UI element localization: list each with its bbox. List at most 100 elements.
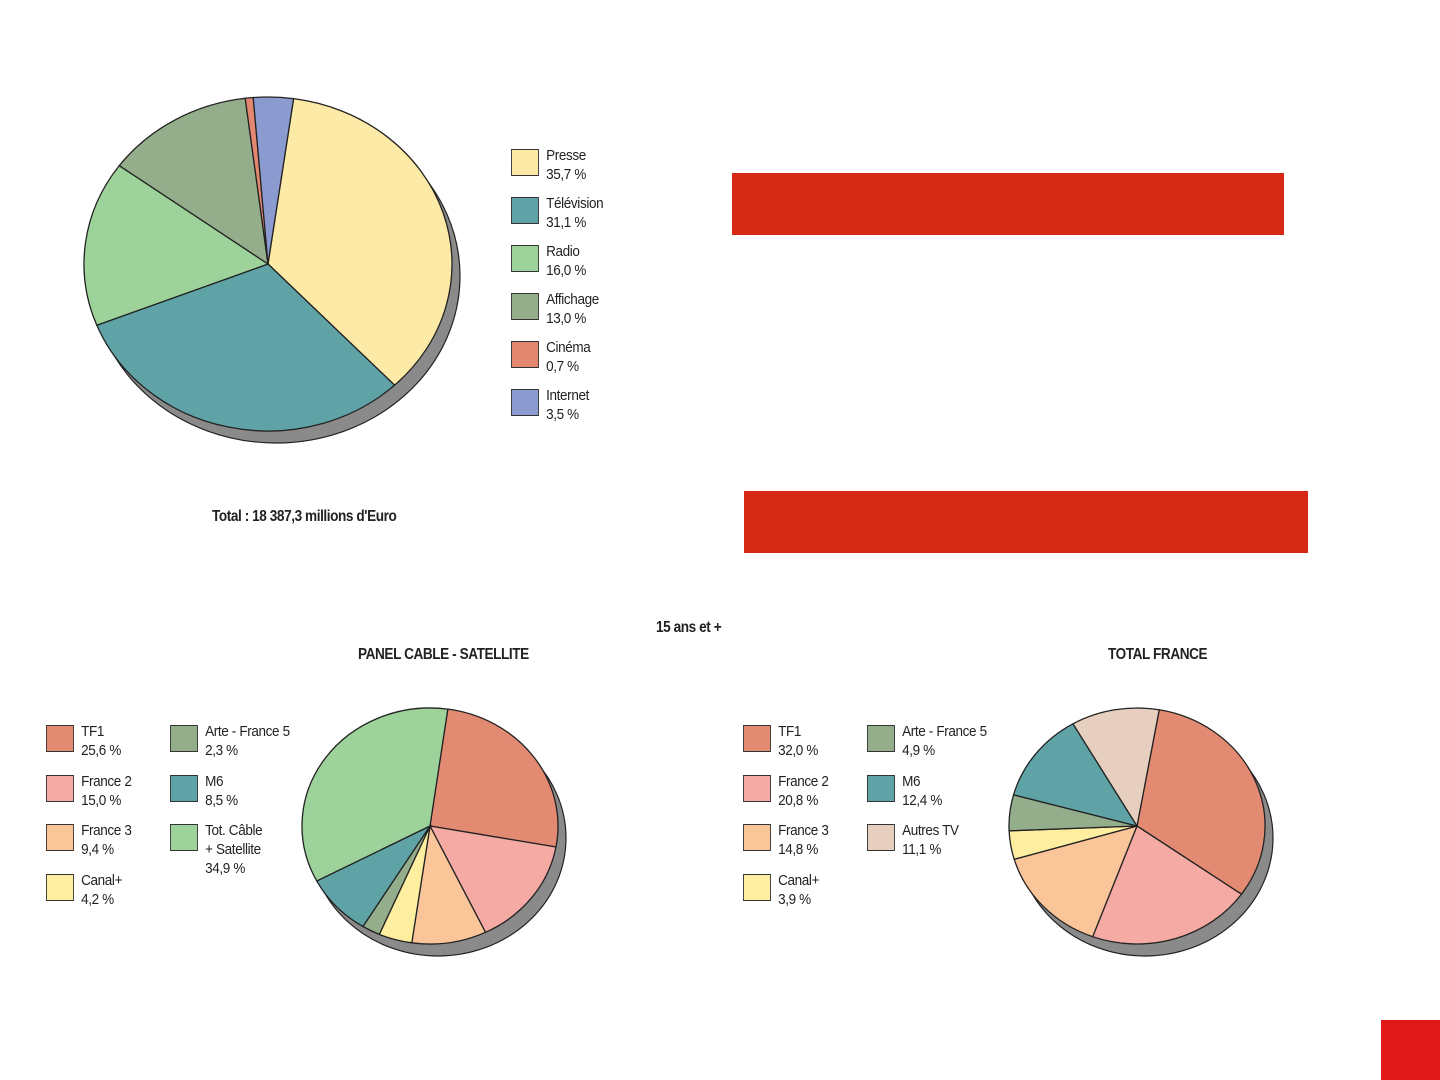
legend-swatch: [511, 341, 539, 368]
media-legend-item: Affichage 13,0 %: [511, 290, 599, 328]
legend-label: Canal+: [81, 871, 123, 889]
media-slice-t-l-vision: [95, 263, 396, 432]
legend-swatch: [170, 774, 198, 802]
legend-label: Autres TV: [902, 822, 959, 839]
legend-value: 9,4 %: [81, 841, 114, 858]
legend-label: France 3: [81, 822, 132, 839]
cable-legend-item: Tot. Câble + Satellite 34,9 %: [170, 821, 263, 878]
france-slice-france-3: [1013, 825, 1139, 938]
legend-value: 12,4 %: [902, 791, 942, 809]
legend-value: 16,0 %: [546, 262, 586, 279]
france-chart-title: TOTAL FRANCE: [1108, 646, 1208, 663]
legend-value: 20,8 %: [778, 791, 818, 809]
cable-slice-tot-c-ble-satellite: [301, 707, 449, 882]
legend-swatch: [170, 725, 198, 752]
legend-label: TF1: [778, 723, 802, 740]
legend-label: Arte - France 5: [205, 723, 290, 740]
legend-swatch: [743, 774, 771, 802]
legend-label: M6: [205, 772, 224, 790]
cable-slice-tf1: [429, 708, 559, 848]
legend-label: Presse: [546, 147, 586, 164]
cable-legend-item: M6 8,5 %: [170, 772, 238, 810]
legend-label: Télévision: [546, 195, 604, 212]
legend-value: 13,0 %: [546, 310, 586, 327]
legend-label: France 2: [778, 772, 829, 790]
audience-subtitle: 15 ans et +: [656, 619, 722, 636]
legend-swatch: [867, 824, 895, 851]
legend-swatch: [867, 725, 895, 752]
media-slice-internet: [252, 96, 295, 265]
france-legend-item: France 2 20,8 %: [743, 772, 829, 810]
cable-legend-item: TF1 25,6 %: [46, 722, 121, 760]
legend-swatch: [511, 389, 539, 416]
cable-slice-france-2: [428, 825, 557, 934]
legend-swatch: [511, 197, 539, 224]
media-slice-affichage: [118, 97, 269, 266]
legend-value: 0,7 %: [546, 358, 579, 375]
media-slice-radio: [83, 164, 270, 327]
legend-label: Arte - France 5: [902, 723, 987, 740]
legend-label: Cinéma: [546, 339, 591, 356]
legend-swatch: [743, 824, 771, 851]
legend-value: 31,1 %: [546, 214, 586, 231]
legend-swatch: [170, 824, 198, 851]
france-legend-item: France 3 14,8 %: [743, 821, 829, 859]
legend-swatch: [46, 873, 74, 901]
cable-legend-item: France 3 9,4 %: [46, 821, 132, 859]
legend-value: 8,5 %: [205, 791, 238, 809]
media-legend-item: Internet 3,5 %: [511, 386, 589, 424]
cable-chart-title: PANEL CABLE - SATELLITE: [358, 646, 529, 663]
france-slice-autres-tv: [1072, 707, 1160, 828]
legend-label: Tot. Câble: [205, 822, 263, 839]
legend-swatch: [511, 149, 539, 176]
media-slice-presse: [267, 97, 453, 387]
cable-legend-item: Canal+ 4,2 %: [46, 871, 122, 909]
france-legend-item: Autres TV 11,1 %: [867, 821, 959, 859]
media-total-caption: Total : 18 387,3 millions d'Euro: [212, 508, 397, 525]
legend-label: M6: [902, 772, 921, 790]
cable-legend-item: Arte - France 5 2,3 %: [170, 722, 290, 760]
france-slice-france-2: [1091, 825, 1243, 945]
cable-legend-item: France 2 15,0 %: [46, 772, 132, 810]
legend-value: 32,0 %: [778, 742, 818, 759]
legend-swatch: [46, 824, 74, 851]
red-corner-square: [1381, 1020, 1440, 1080]
france-legend-item: M6 12,4 %: [867, 772, 942, 810]
red-banner-middle: [744, 491, 1308, 553]
legend-swatch: [511, 293, 539, 320]
legend-label: Radio: [546, 243, 580, 260]
legend-value: 3,9 %: [778, 890, 811, 908]
legend-value: 11,1 %: [902, 841, 941, 858]
legend-swatch: [867, 774, 895, 802]
legend-label: Internet: [546, 387, 590, 404]
legend-label: TF1: [81, 723, 105, 740]
france-legend-item: Arte - France 5 4,9 %: [867, 722, 987, 760]
france-legend-item: Canal+ 3,9 %: [743, 871, 819, 909]
legend-value: 14,8 %: [778, 841, 818, 858]
media-legend-item: Télévision 31,1 %: [511, 194, 604, 232]
france-slice-m6: [1012, 722, 1139, 828]
legend-label: France 2: [81, 772, 132, 790]
legend-swatch: [743, 873, 771, 901]
legend-value: 34,9 %: [205, 860, 245, 877]
legend-swatch: [511, 245, 539, 272]
red-banner-top: [732, 173, 1284, 235]
legend-label: Canal+: [778, 871, 820, 889]
media-legend-item: Cinéma 0,7 %: [511, 338, 591, 376]
france-legend-item: TF1 32,0 %: [743, 722, 818, 760]
legend-value: 4,9 %: [902, 742, 935, 759]
france-slice-tf1: [1136, 709, 1266, 896]
legend-value: 25,6 %: [81, 742, 121, 759]
cable-slice-france-3: [411, 823, 487, 945]
legend-swatch: [46, 774, 74, 802]
media-legend-item: Presse 35,7 %: [511, 146, 586, 184]
legend-value: 3,5 %: [546, 406, 579, 423]
legend-label: Affichage: [546, 291, 599, 308]
legend-swatch: [743, 725, 771, 752]
media-legend-item: Radio 16,0 %: [511, 242, 586, 280]
legend-value: 2,3 %: [205, 742, 238, 759]
legend-value: 35,7 %: [546, 166, 586, 183]
